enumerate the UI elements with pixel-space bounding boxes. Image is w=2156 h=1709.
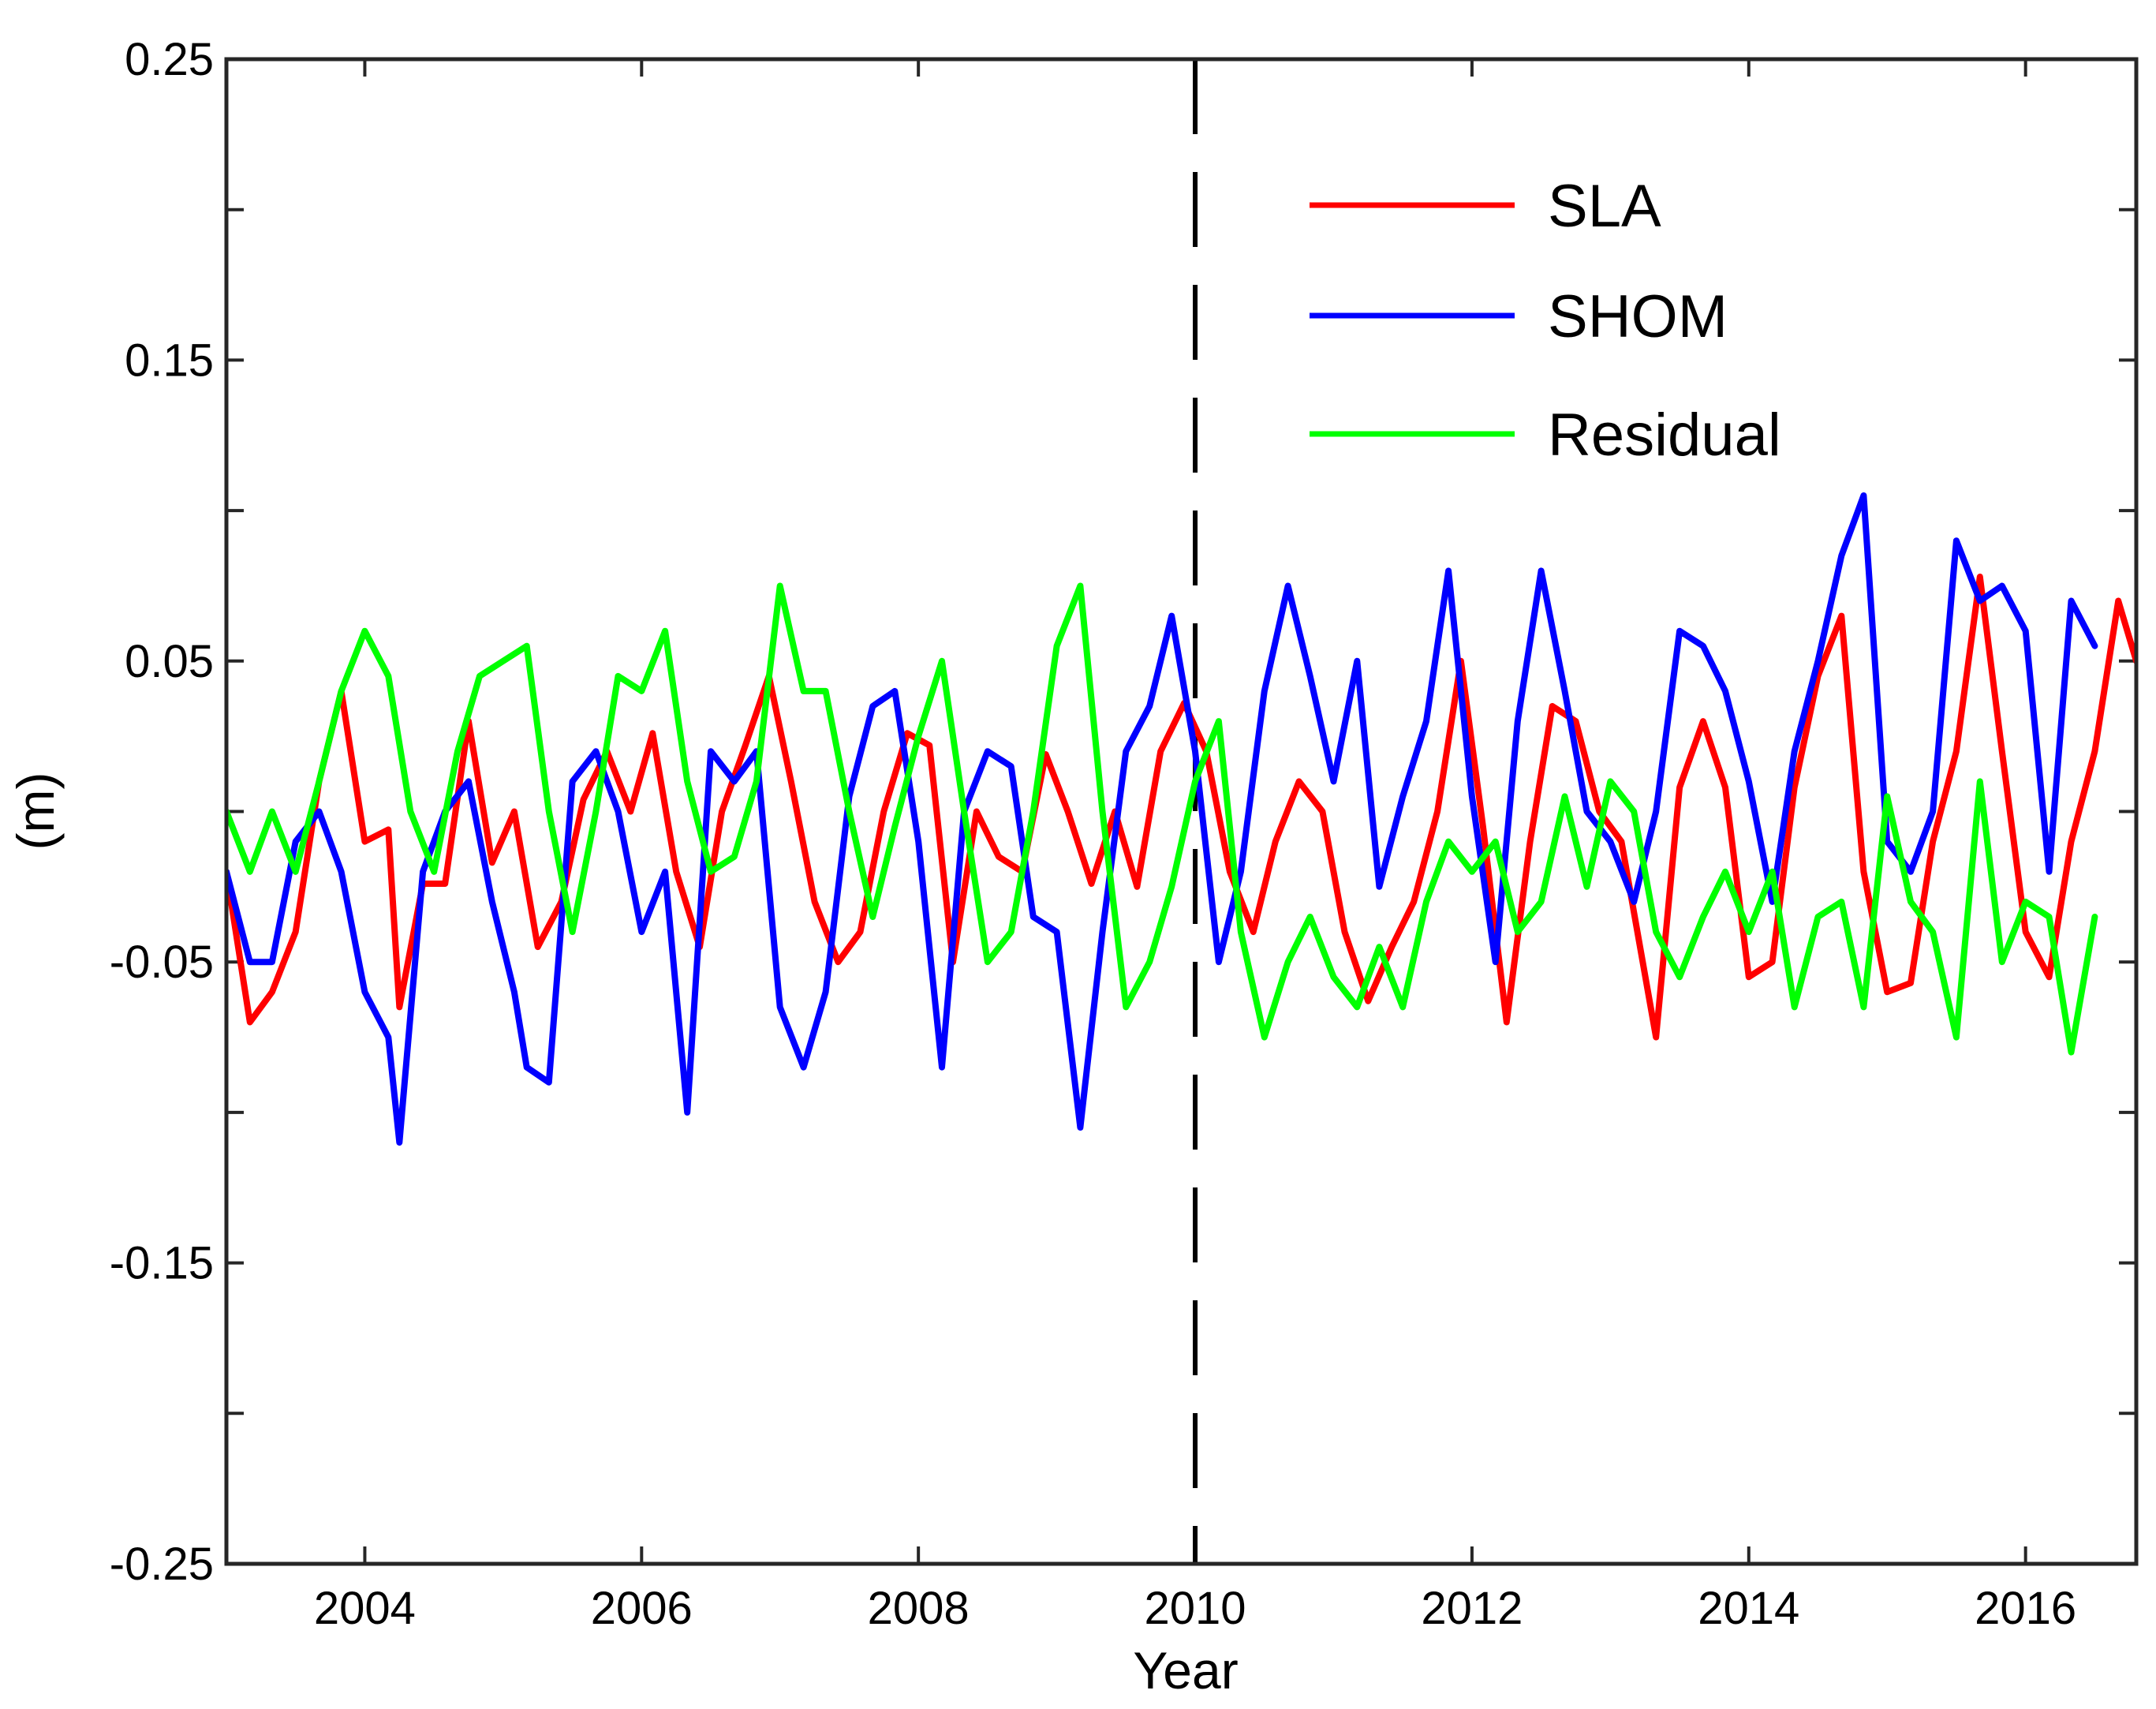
series-line-residual: [226, 582, 2098, 1056]
tick-labels: -0.25 -0.15 -0.05 0.05 0.15 0.25 2004 2006 2008 2…: [110, 34, 2076, 1634]
y-tick-label: -0.05: [110, 937, 214, 988]
legend-label-sla: SLA: [1548, 173, 1661, 240]
plot-frame: [224, 57, 2139, 1566]
y-tick-label: 0.25: [125, 34, 214, 85]
x-tick-label: 2006: [591, 1583, 693, 1634]
y-tick-label: 0.05: [125, 636, 214, 687]
series-line-shom: [226, 492, 2098, 1146]
x-tick-label: 2012: [1421, 1583, 1523, 1634]
x-tick-label: 2004: [314, 1583, 416, 1634]
x-tick-label: 2010: [1145, 1583, 1246, 1634]
x-tick-label: 2008: [868, 1583, 970, 1634]
y-tick-label: 0.15: [125, 335, 214, 386]
x-tick-label: 2014: [1698, 1583, 1799, 1634]
legend-label-residual: Residual: [1548, 402, 1781, 469]
series-layer: [226, 492, 2136, 1146]
y-axis-title: (m): [6, 772, 65, 851]
legend-label-shom: SHOM: [1548, 283, 1728, 350]
y-tick-label: -0.25: [110, 1539, 214, 1590]
y-tick-label: -0.15: [110, 1238, 214, 1289]
legend: SLA SHOM Residual: [1310, 173, 1781, 469]
x-tick-label: 2016: [1975, 1583, 2076, 1634]
series-line-sla: [226, 574, 2136, 1041]
x-axis-title: Year: [1133, 1641, 1238, 1700]
